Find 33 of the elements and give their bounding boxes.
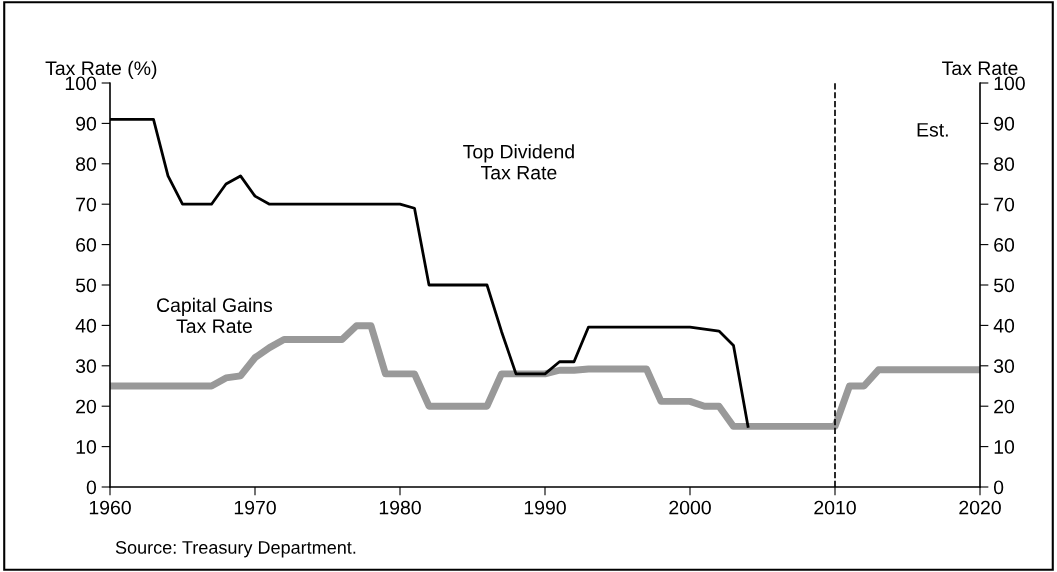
y-tick-label: 60 xyxy=(76,238,97,252)
y2-axis-title: Tax Rate xyxy=(942,61,1018,76)
y-tick-label: 80 xyxy=(76,157,97,172)
y2-tick-label: 70 xyxy=(994,197,1015,212)
y2-tick-label: 50 xyxy=(993,278,1015,293)
y2-tick-label: 40 xyxy=(993,318,1015,333)
series-label: Capital Gains Tax Rate xyxy=(157,297,273,334)
y-tick-label: 50 xyxy=(75,278,97,293)
y2-tick-label: 0 xyxy=(993,480,1004,495)
y2-tick-label: 90 xyxy=(994,116,1015,131)
y-tick-label: 30 xyxy=(75,359,97,374)
x-tick-label: 2010 xyxy=(814,500,856,515)
y-tick-label: 10 xyxy=(76,440,97,454)
y2-tick-label: 80 xyxy=(994,157,1015,172)
x-tick-label: 1980 xyxy=(379,500,421,515)
y2-tick-label: 20 xyxy=(994,399,1015,414)
x-tick-label: 1960 xyxy=(89,500,131,515)
x-tick-label: 2000 xyxy=(669,500,711,515)
source-note: Source: Treasury Department. xyxy=(115,541,356,558)
y-tick-label: 70 xyxy=(76,197,97,212)
y2-tick-label: 100 xyxy=(994,76,1025,91)
y-tick-label: 20 xyxy=(76,399,97,414)
y-tick-label: 0 xyxy=(86,480,97,495)
x-tick-label: 1990 xyxy=(524,500,566,515)
y-tick-label: 90 xyxy=(76,116,97,131)
x-tick-label: 1970 xyxy=(234,500,276,515)
y-tick-label: 40 xyxy=(75,318,97,333)
y2-tick-label: 10 xyxy=(994,440,1015,454)
y2-tick-label: 30 xyxy=(993,359,1015,374)
text: Top Dividend Tax Rate xyxy=(463,144,574,180)
annotation: Est. xyxy=(917,123,948,137)
x-tick-label: 2020 xyxy=(959,500,1001,515)
y2-tick-label: 60 xyxy=(994,238,1015,252)
